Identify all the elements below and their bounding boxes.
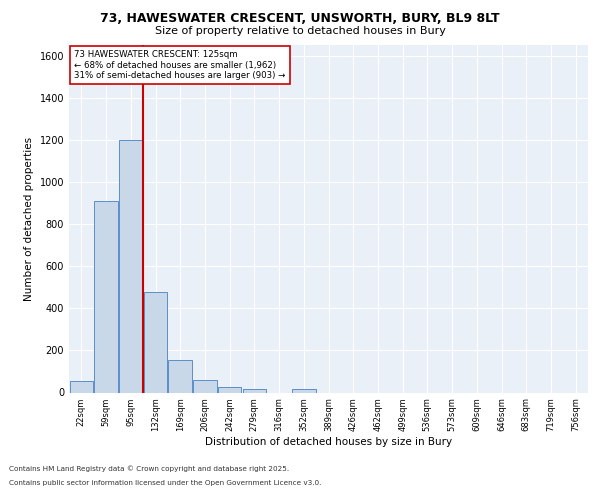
- Bar: [144, 292, 167, 392]
- Bar: [119, 140, 143, 392]
- Text: Size of property relative to detached houses in Bury: Size of property relative to detached ho…: [155, 26, 445, 36]
- Bar: [292, 388, 316, 392]
- Text: Contains HM Land Registry data © Crown copyright and database right 2025.: Contains HM Land Registry data © Crown c…: [9, 466, 289, 472]
- Bar: [94, 201, 118, 392]
- Bar: [70, 381, 93, 392]
- Bar: [242, 390, 266, 392]
- Bar: [218, 386, 241, 392]
- Bar: [169, 360, 192, 392]
- Bar: [193, 380, 217, 392]
- Text: 73, HAWESWATER CRESCENT, UNSWORTH, BURY, BL9 8LT: 73, HAWESWATER CRESCENT, UNSWORTH, BURY,…: [100, 12, 500, 26]
- Text: Contains public sector information licensed under the Open Government Licence v3: Contains public sector information licen…: [9, 480, 322, 486]
- X-axis label: Distribution of detached houses by size in Bury: Distribution of detached houses by size …: [205, 437, 452, 447]
- Y-axis label: Number of detached properties: Number of detached properties: [24, 136, 34, 301]
- Text: 73 HAWESWATER CRESCENT: 125sqm
← 68% of detached houses are smaller (1,962)
31% : 73 HAWESWATER CRESCENT: 125sqm ← 68% of …: [74, 50, 286, 80]
